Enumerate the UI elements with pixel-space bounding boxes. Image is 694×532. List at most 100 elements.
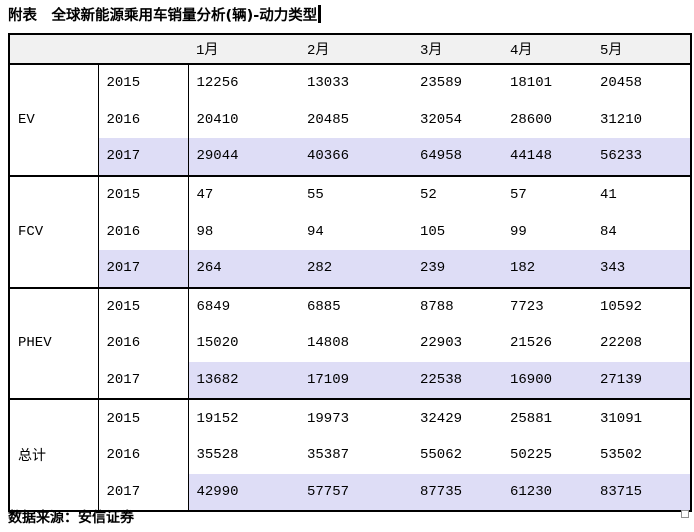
table-row-fcv-2015: FCV 2015 47 55 52 57 41	[9, 174, 691, 288]
value-cell: 57757	[299, 473, 412, 512]
header-month-2: 2月	[299, 34, 412, 65]
year-cell: 2016	[98, 436, 189, 474]
value-cell: 25881	[502, 398, 592, 437]
value-cell: 55	[299, 174, 412, 214]
value-cell: 84	[600, 223, 617, 240]
table-row-ev-2016: 2016 20410 20485 32054 28600 31210	[9, 101, 691, 139]
table-row-fcv-2016: 2016 98 94 105 99 84	[9, 213, 691, 250]
value-cell: 99	[510, 223, 527, 240]
value-cell: 18101	[502, 63, 592, 102]
value-cell: 28600	[510, 111, 553, 128]
value-cell: 27139	[592, 361, 691, 400]
value-cell: 15020	[196, 335, 239, 352]
value-cell: 16900	[502, 361, 592, 400]
value-cell: 32054	[420, 111, 463, 128]
table-row-fcv-2017: 2017 264 282 239 182 343	[9, 249, 691, 288]
value-cell: 57	[502, 174, 592, 214]
value-cell: 83715	[592, 473, 691, 512]
value-cell: 31091	[592, 398, 691, 437]
text-cursor	[318, 5, 322, 23]
header-month-1: 1月	[188, 34, 299, 65]
page-title: 附表 全球新能源乘用车销量分析(辆)-动力类型	[8, 8, 318, 24]
table-row-total-2015: 总计 2015 19152 19973 32429 25881 31091	[9, 398, 691, 512]
year-cell: 2017	[98, 361, 189, 400]
value-cell: 6885	[299, 286, 412, 326]
header-month-3: 3月	[412, 34, 502, 65]
value-cell: 10592	[592, 286, 691, 326]
year-cell: 2017	[98, 249, 189, 288]
value-cell: 19973	[299, 398, 412, 437]
value-cell: 44148	[502, 138, 592, 176]
value-cell: 23589	[412, 63, 502, 102]
value-cell: 64958	[412, 138, 502, 176]
value-cell: 22208	[600, 335, 643, 352]
year-cell: 2016	[98, 101, 189, 139]
value-cell: 94	[307, 223, 324, 240]
header-empty-category	[9, 34, 98, 65]
header-empty-year	[98, 34, 188, 65]
value-cell: 98	[196, 223, 214, 240]
value-cell: 13033	[299, 63, 412, 102]
table-row-ev-2015: EV 2015 12256 13033 23589 18101 20458	[9, 63, 691, 176]
value-cell: 20410	[196, 111, 239, 128]
year-cell: 2016	[98, 325, 189, 362]
value-cell: 61230	[502, 473, 592, 512]
value-cell: 13682	[188, 361, 299, 400]
category-cell-fcv: FCV	[9, 174, 99, 288]
value-cell: 182	[502, 249, 592, 288]
value-cell: 52	[412, 174, 502, 214]
sales-table: 1月 2月 3月 4月 5月 EV 2015 12256 13033 23589…	[8, 33, 692, 513]
year-cell: 2016	[98, 213, 189, 250]
value-cell: 19152	[188, 398, 299, 437]
table-row-phev-2016: 2016 15020 14808 22903 21526 22208	[9, 325, 691, 362]
table-row-ev-2017: 2017 29044 40366 64958 44148 56233	[9, 138, 691, 176]
value-cell: 32429	[412, 398, 502, 437]
value-cell: 55062	[420, 447, 463, 464]
value-cell: 31210	[600, 111, 643, 128]
value-cell: 17109	[299, 361, 412, 400]
header-month-5: 5月	[592, 34, 691, 65]
table-row-total-2017: 2017 42990 57757 87735 61230 83715	[9, 473, 691, 512]
value-cell: 22903	[420, 335, 463, 352]
value-cell: 239	[412, 249, 502, 288]
category-cell-phev: PHEV	[9, 286, 99, 400]
category-cell-total: 总计	[9, 398, 99, 512]
value-cell: 35387	[307, 447, 350, 464]
value-cell: 29044	[188, 138, 299, 176]
value-cell: 53502	[600, 447, 643, 464]
value-cell: 22538	[412, 361, 502, 400]
value-cell: 20458	[592, 63, 691, 102]
year-cell: 2015	[98, 174, 189, 214]
value-cell: 40366	[299, 138, 412, 176]
table-row-phev-2017: 2017 13682 17109 22538 16900 27139	[9, 361, 691, 400]
header-month-4: 4月	[502, 34, 592, 65]
value-cell: 6849	[188, 286, 299, 326]
year-cell: 2015	[98, 398, 189, 437]
source-note: 数据来源：安信证券	[8, 510, 134, 526]
corner-handle-icon	[681, 510, 689, 518]
value-cell: 20485	[307, 111, 350, 128]
value-cell: 21526	[510, 335, 553, 352]
value-cell: 105	[420, 223, 446, 240]
value-cell: 56233	[592, 138, 691, 176]
value-cell: 42990	[188, 473, 299, 512]
table-row-phev-2015: PHEV 2015 6849 6885 8788 7723 10592	[9, 286, 691, 400]
document-title-row: 附表 全球新能源乘用车销量分析(辆)-动力类型	[8, 4, 322, 25]
value-cell: 8788	[412, 286, 502, 326]
value-cell: 343	[592, 249, 691, 288]
year-cell: 2017	[98, 473, 189, 512]
value-cell: 41	[592, 174, 691, 214]
value-cell: 12256	[188, 63, 299, 102]
value-cell: 87735	[412, 473, 502, 512]
table-row-total-2016: 2016 35528 35387 55062 50225 53502	[9, 436, 691, 474]
value-cell: 35528	[196, 447, 239, 464]
value-cell: 264	[188, 249, 299, 288]
value-cell: 14808	[307, 335, 350, 352]
value-cell: 47	[188, 174, 299, 214]
year-cell: 2015	[98, 286, 189, 326]
year-cell: 2017	[98, 138, 189, 176]
value-cell: 7723	[502, 286, 592, 326]
value-cell: 50225	[510, 447, 553, 464]
category-cell-ev: EV	[9, 63, 99, 176]
table-header-row: 1月 2月 3月 4月 5月	[9, 34, 691, 65]
